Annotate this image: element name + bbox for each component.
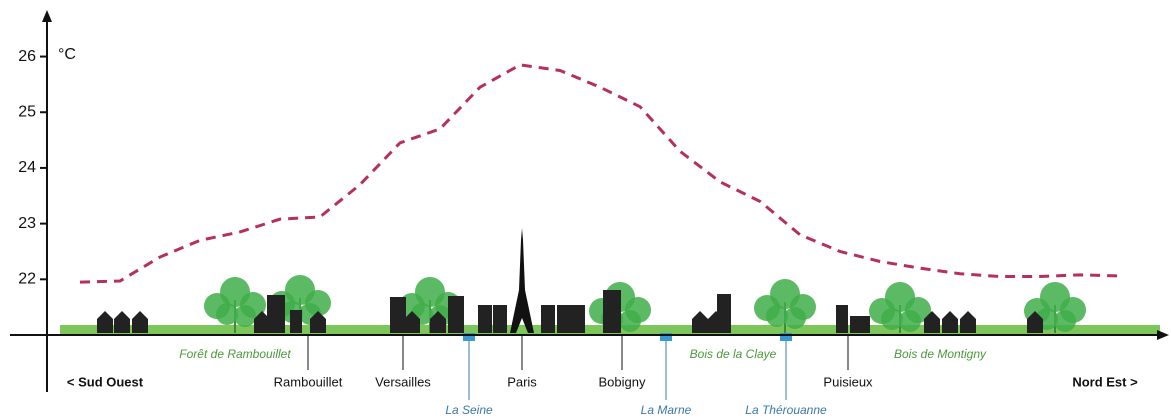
tree-crown — [766, 305, 788, 327]
building — [571, 305, 585, 333]
building — [493, 305, 507, 333]
y-tick-label: 24 — [18, 159, 36, 176]
place-label: Paris — [507, 374, 537, 389]
building — [557, 305, 571, 333]
river — [463, 333, 475, 341]
building — [390, 297, 406, 333]
house — [97, 311, 113, 333]
scenery — [97, 228, 1086, 341]
building — [836, 305, 848, 333]
eiffel-tower — [510, 228, 534, 333]
tree-crown — [1054, 310, 1076, 332]
house — [1027, 311, 1043, 333]
temperature-line — [79, 63, 1121, 284]
forest-label: Forêt de Rambouillet — [179, 347, 291, 361]
tree-crown — [881, 308, 903, 330]
building — [850, 316, 870, 333]
house — [310, 311, 326, 333]
house — [254, 311, 270, 333]
y-arrow — [42, 10, 52, 22]
place-label: Versailles — [375, 374, 431, 389]
house — [132, 311, 148, 333]
y-tick-label: 22 — [18, 271, 36, 288]
tree-crown — [216, 303, 238, 325]
tree-crown — [784, 307, 806, 329]
unit-label: °C — [58, 46, 76, 63]
y-tick-label: 23 — [18, 215, 36, 232]
building — [603, 290, 621, 333]
y-tick-label: 26 — [18, 48, 36, 65]
house — [692, 311, 708, 333]
building — [290, 310, 302, 333]
house — [924, 311, 940, 333]
house — [404, 311, 420, 333]
direction-label: < Sud Ouest — [67, 374, 144, 389]
river — [660, 333, 672, 341]
tree-crown — [234, 305, 256, 327]
place-label: Puisieux — [823, 374, 873, 389]
river-label: La Thérouanne — [745, 403, 827, 417]
building — [448, 296, 464, 333]
house — [114, 311, 130, 333]
forest-label: Bois de Montigny — [894, 347, 987, 361]
tree-crown — [899, 310, 921, 332]
tree-crown — [619, 310, 641, 332]
direction-label: Nord Est > — [1072, 374, 1138, 389]
building — [717, 294, 731, 333]
y-tick-label: 25 — [18, 103, 36, 120]
river-label: La Marne — [641, 403, 692, 417]
river-label: La Seine — [445, 403, 493, 417]
house — [430, 311, 446, 333]
building — [267, 295, 285, 333]
forest-label: Bois de la Claye — [690, 347, 777, 361]
building — [478, 305, 492, 333]
place-label: Bobigny — [599, 374, 646, 389]
house — [960, 311, 976, 333]
river — [780, 333, 792, 341]
x-arrow — [1157, 330, 1169, 340]
place-label: Rambouillet — [274, 374, 343, 389]
building — [541, 305, 555, 333]
house — [942, 311, 958, 333]
